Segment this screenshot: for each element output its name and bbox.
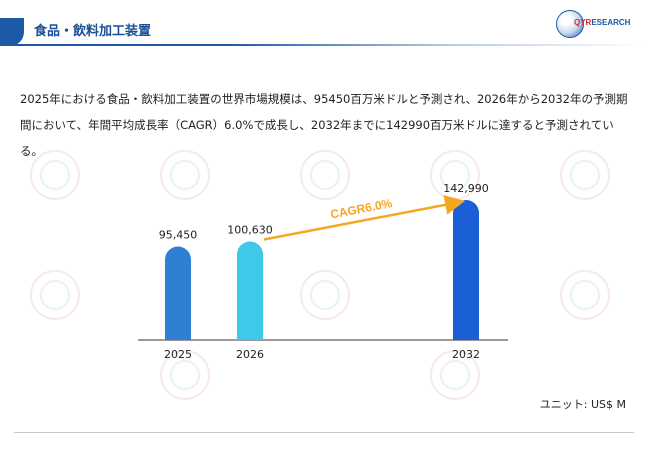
logo-text: QYRESEARCH	[574, 18, 631, 27]
watermark-icon	[160, 150, 210, 200]
qyresearch-logo: QYRESEARCH	[554, 8, 634, 38]
watermark-icon	[30, 270, 80, 320]
watermark-icon	[30, 150, 80, 200]
footer-divider	[14, 432, 634, 433]
page-title: 食品・飲料加工装置	[34, 24, 152, 39]
value-label-2025: 95,450	[159, 229, 198, 242]
unit-label: ユニット: US$ M	[539, 398, 626, 411]
watermark-icon	[300, 150, 350, 200]
logo-globe-icon	[556, 10, 584, 38]
bars-layer	[165, 200, 479, 340]
watermark-icon	[560, 150, 610, 200]
labels-layer: 95,450 2025 100,630 2026 142,990 2032	[159, 182, 489, 361]
watermark-icon	[430, 350, 480, 400]
category-label-2032: 2032	[452, 348, 480, 361]
header-underline	[0, 44, 648, 46]
header-tab-accent	[0, 18, 24, 46]
watermark-icon	[300, 270, 350, 320]
bar-2025	[165, 246, 191, 340]
watermark-icon	[560, 270, 610, 320]
category-label-2025: 2025	[164, 348, 192, 361]
cagr-arrow	[263, 194, 465, 241]
page-header: 食品・飲料加工装置	[0, 18, 648, 46]
watermark-icon	[160, 350, 210, 400]
market-description: 2025年における食品・飲料加工装置の世界市場規模は、95450百万米ドルと予測…	[20, 92, 628, 158]
bar-2032	[453, 200, 479, 340]
bar-2026	[237, 241, 263, 340]
category-label-2026: 2026	[236, 348, 264, 361]
value-label-2032: 142,990	[443, 182, 489, 195]
value-label-2026: 100,630	[227, 223, 273, 236]
